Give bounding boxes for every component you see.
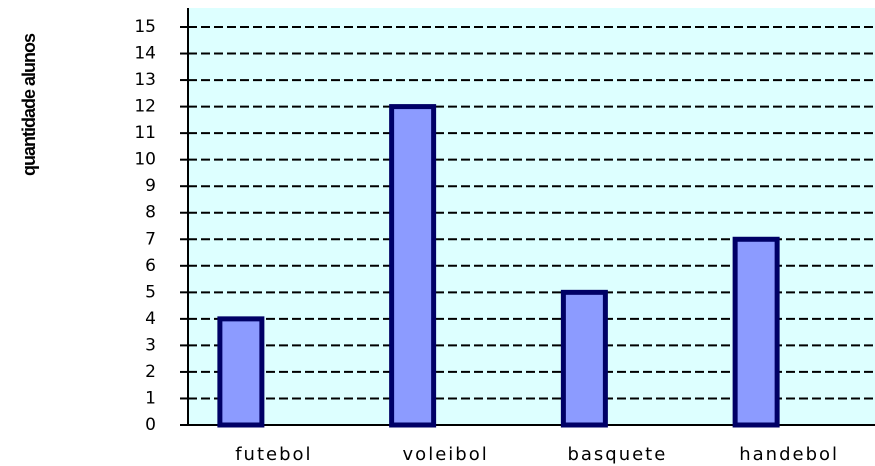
- y-tick-label: 2: [145, 362, 156, 382]
- bar: [563, 292, 605, 425]
- y-tick-label: 9: [145, 176, 156, 196]
- x-tick-label: basquete: [567, 444, 667, 465]
- bar: [735, 239, 777, 425]
- y-tick-label: 7: [145, 229, 156, 249]
- y-tick-label: 15: [134, 17, 156, 37]
- x-tick-label: futebol: [235, 444, 312, 465]
- y-tick-label: 14: [134, 44, 156, 64]
- y-tick-label: 8: [145, 203, 156, 223]
- y-tick-label: 5: [145, 282, 156, 302]
- y-tick-label: 3: [145, 335, 156, 355]
- chart: quantidade alunos 0123456789101112131415…: [0, 0, 875, 466]
- y-tick-label: 1: [145, 388, 156, 408]
- x-tick-label: handebol: [739, 444, 839, 465]
- y-tick-label: 4: [145, 309, 156, 329]
- x-tick-label: voleibol: [403, 444, 489, 465]
- y-tick-label: 0: [145, 415, 156, 435]
- y-axis-label: quantidade alunos: [19, 33, 39, 176]
- bar: [392, 107, 434, 425]
- y-tick-label: 6: [145, 256, 156, 276]
- y-tick-label: 13: [134, 70, 156, 90]
- bar: [220, 319, 262, 425]
- y-tick-label: 11: [134, 123, 156, 143]
- y-tick-label: 10: [134, 150, 156, 170]
- y-tick-label: 12: [134, 97, 156, 117]
